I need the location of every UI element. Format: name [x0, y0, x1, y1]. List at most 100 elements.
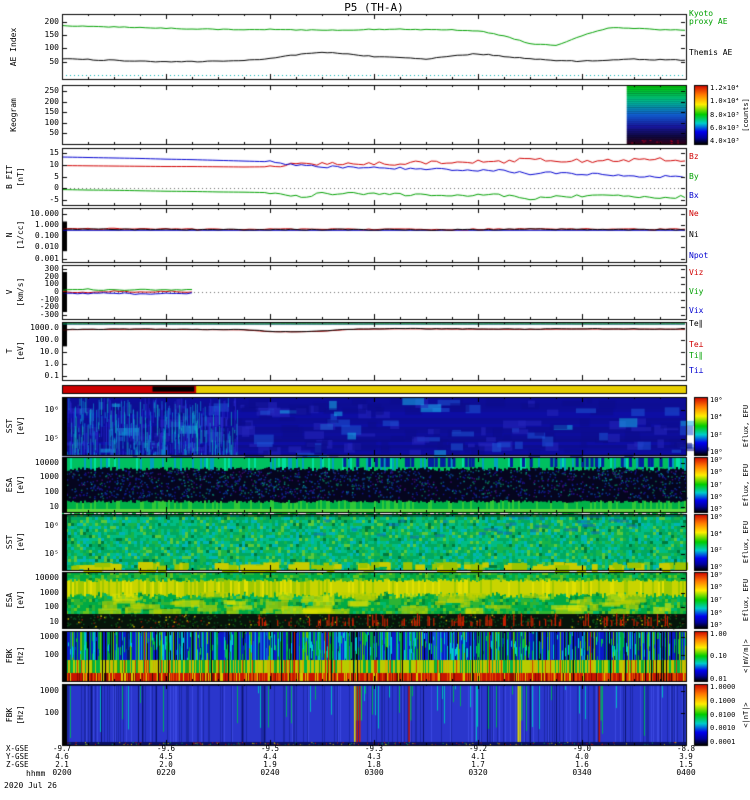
y-tick-label: 15 [49, 148, 59, 157]
panel-ylabel: SST [5, 534, 14, 550]
panel-ylabel-unit: [km/s] [16, 277, 25, 307]
colorbar-tick-label: 10² [710, 430, 723, 439]
y-tick-label: 1.000 [34, 220, 59, 229]
ephemeris-value: 3.9 [679, 752, 693, 761]
ephemeris-value: -9.6 [156, 744, 176, 753]
ephemeris-value: 1.7 [471, 760, 485, 769]
y-tick-label: 100 [44, 118, 59, 127]
ephemeris-value: 4.1 [471, 752, 485, 761]
series-label: Ti∥ [689, 350, 703, 360]
ephemeris-value: 2.0 [159, 760, 173, 769]
ephemeris-value: 4.5 [159, 752, 173, 761]
ephemeris-value: -8.8 [676, 744, 696, 753]
panel-ylabel-unit: [nT] [16, 166, 25, 187]
series-label: Viy [689, 287, 704, 296]
y-tick-label: 200 [44, 272, 59, 281]
y-tick-label: 10.0 [39, 347, 59, 356]
colorbar-unit-label: Eflux, EFU [742, 463, 750, 506]
colorbar-tick-label: 10⁷ [710, 480, 723, 489]
series-label: Ni [689, 230, 699, 239]
series-label: Npot [689, 250, 709, 260]
y-tick-label: 0.001 [34, 254, 59, 263]
ephemeris-value: 4.6 [55, 752, 69, 761]
colorbar-tick-label: 0.01 [710, 674, 727, 683]
colorbar-tick-label: 10⁴ [710, 413, 723, 422]
ephemeris-row-label: X-GSE [6, 744, 29, 753]
page-title: P5 (TH-A) [344, 1, 404, 14]
panel-ylabel-unit: [eV] [16, 341, 25, 361]
panel-ylabel: AE Index [9, 27, 18, 66]
colorbar-tick-label: 8.0×10³ [710, 110, 740, 119]
ephemeris-value: 1.6 [575, 760, 589, 769]
series-label: Ne [689, 209, 699, 219]
series-label: Viz [689, 268, 704, 278]
y-tick-label: 100 [44, 650, 59, 659]
y-tick-label: 1.0 [44, 359, 59, 368]
colorbar-unit-label: [counts] [742, 97, 750, 132]
y-tick-label: 0.1 [44, 371, 59, 380]
colorbar-tick-label: 10⁶ [710, 512, 723, 521]
colorbar-tick-label: 1.2×10⁴ [710, 83, 740, 92]
y-tick-label: 150 [44, 107, 59, 116]
series-label: Themis AE [689, 48, 733, 57]
y-tick-label: 100.0 [34, 335, 59, 344]
y-tick-label: 1000 [39, 588, 59, 597]
y-tick-label: 0.010 [34, 242, 59, 251]
time-tick-label: 0200 [52, 768, 72, 777]
ephemeris-value: 4.0 [575, 752, 589, 761]
panel-ylabel: B FIT [5, 164, 14, 189]
ephemeris-value: -9.7 [52, 744, 72, 753]
ephemeris-value: 2.1 [55, 760, 69, 769]
y-tick-label: 200 [44, 17, 59, 26]
y-tick-label: 10 [49, 502, 59, 511]
y-tick-label: -200 [39, 302, 59, 311]
colorbar-unit-label: Eflux, EFU [742, 578, 750, 622]
colorbar-unit-label: <|nT|> [742, 701, 750, 728]
colorbar-tick-label: 1.00 [710, 629, 727, 638]
y-tick-label: 0 [54, 287, 59, 296]
ephemeris-value: -9.0 [572, 744, 592, 753]
panel-ylabel-unit: [1/cc] [16, 220, 25, 250]
panel-ylabel: V [5, 289, 14, 295]
colorbar-tick-label: 1.0000 [710, 683, 736, 692]
panel-ylabel-unit: [eV] [16, 416, 25, 436]
y-tick-label: 10 [49, 617, 59, 626]
panel-ylabel: ESA [5, 477, 14, 492]
y-tick-label: 5 [54, 172, 59, 181]
y-tick-label: -5 [49, 195, 59, 204]
y-tick-label: 1000 [39, 686, 59, 695]
y-tick-label: 100 [44, 279, 59, 288]
colorbar-tick-label: 10⁶ [710, 395, 723, 404]
colorbar-tick-label: 10⁰ [710, 448, 723, 457]
colorbar-tick-label: 10⁸ [710, 583, 723, 592]
time-row-label: hhmm [26, 769, 46, 778]
colorbar-unit-label: Eflux, EFU [742, 520, 750, 564]
time-tick-label: 0340 [572, 768, 592, 777]
series-label: Kyoto proxy AE [689, 8, 728, 26]
y-tick-label: 1000 [39, 472, 59, 481]
colorbar-tick-label: 10⁸ [710, 468, 723, 477]
y-tick-label: 50 [49, 57, 59, 66]
colorbar-tick-label: 0.10 [710, 652, 727, 660]
y-tick-label: 300 [44, 264, 59, 273]
colorbar-tick-label: 0.0001 [710, 737, 736, 746]
y-tick-label: 0.100 [34, 231, 59, 240]
y-tick-label: 250 [44, 86, 59, 95]
colorbar-tick-label: 10⁷ [710, 596, 723, 604]
y-tick-label: 100 [44, 708, 59, 717]
colorbar-tick-label: 10⁹ [710, 570, 723, 579]
series-label: Vix [689, 305, 704, 315]
colorbar-tick-label: 10⁶ [710, 492, 723, 501]
colorbar-tick-label: 10⁵ [710, 505, 723, 514]
y-tick-label: 10000 [34, 458, 59, 467]
y-tick-label: 10 [49, 160, 59, 169]
y-tick-label: 10.000 [30, 209, 59, 218]
ephemeris-value: 1.9 [263, 760, 277, 769]
colorbar-tick-label: 10⁶ [710, 608, 723, 617]
colorbar-unit-label: Eflux, EFU [742, 404, 750, 448]
panel-ylabel-unit: [Hz] [16, 704, 25, 725]
time-tick-label: 0400 [676, 768, 696, 777]
ephemeris-value: 4.3 [367, 752, 381, 761]
